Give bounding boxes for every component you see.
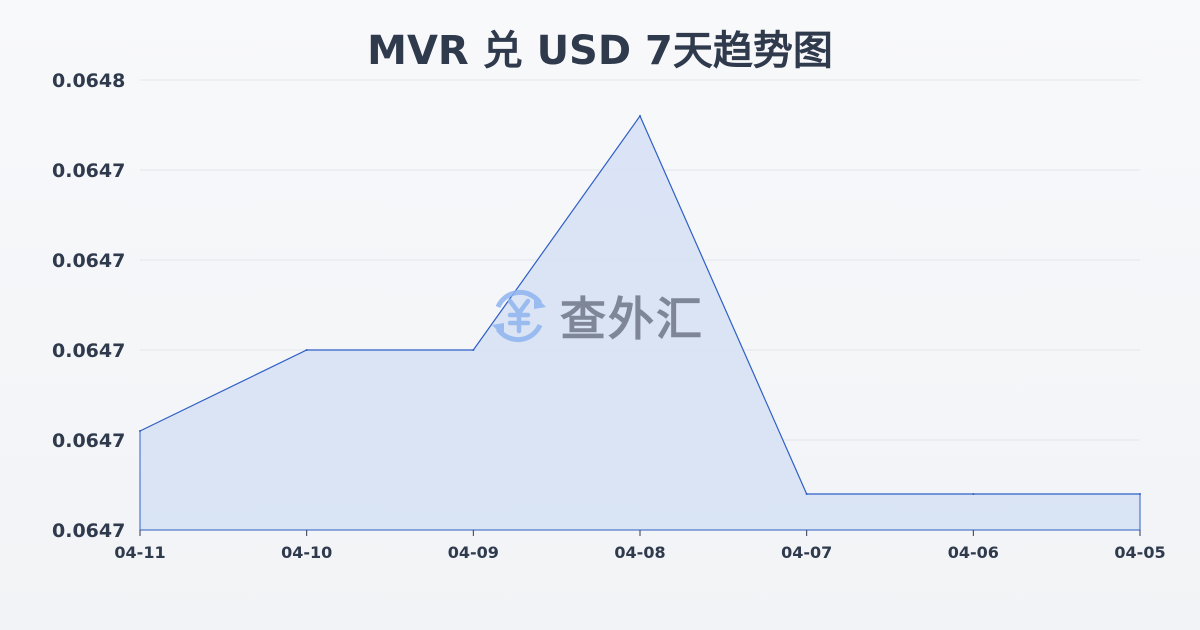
data-point: [805, 493, 808, 495]
x-tick-label: 04-07: [781, 543, 832, 562]
yen-exchange-icon: [492, 289, 546, 343]
data-point: [305, 349, 308, 351]
y-tick-label: 0.0647: [52, 520, 125, 542]
x-tick-label: 04-08: [614, 543, 665, 562]
data-point: [139, 430, 141, 432]
data-point: [1139, 493, 1141, 495]
x-tick-label: 04-09: [448, 543, 499, 562]
y-tick-label: 0.0647: [52, 430, 125, 452]
x-tick-label: 04-06: [948, 543, 999, 562]
y-tick-label: 0.0647: [52, 250, 125, 272]
data-point: [472, 349, 475, 351]
x-tick-label: 04-11: [114, 543, 165, 562]
area-fill: [140, 116, 1140, 530]
y-tick-label: 0.0648: [52, 70, 125, 92]
watermark: 查外汇: [488, 283, 704, 349]
watermark-text: 查外汇: [560, 292, 704, 346]
y-tick-label: 0.0647: [52, 160, 125, 182]
chart-title: MVR 兑 USD 7天趋势图: [367, 28, 833, 74]
x-tick-label: 04-05: [1114, 543, 1165, 562]
y-tick-label: 0.0647: [52, 340, 125, 362]
data-point: [972, 493, 975, 495]
data-point: [639, 115, 641, 117]
x-tick-label: 04-10: [281, 543, 332, 562]
